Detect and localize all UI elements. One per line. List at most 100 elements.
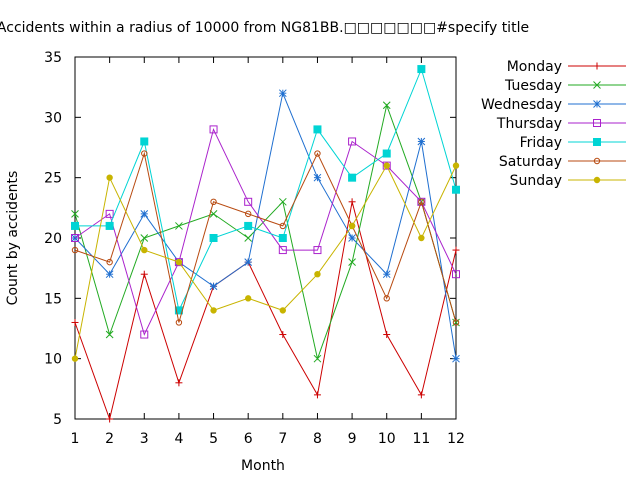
series-layer — [71, 65, 460, 423]
legend-marker-monday — [593, 62, 601, 70]
data-point-monday — [175, 379, 183, 387]
data-point-saturday — [175, 319, 183, 326]
legend-marker-tuesday — [593, 81, 601, 89]
data-point-friday — [348, 173, 357, 182]
data-point-sunday — [348, 222, 356, 230]
series-thursday — [71, 125, 460, 339]
data-point-monday — [71, 318, 79, 326]
data-point-wednesday — [209, 282, 218, 291]
data-point-friday — [313, 125, 322, 134]
data-point-friday — [71, 221, 79, 230]
data-point-thursday — [382, 161, 391, 170]
x-tick-label: 1 — [71, 431, 80, 447]
data-point-sunday — [210, 307, 217, 314]
y-axis-label: Count by accidents — [5, 171, 21, 306]
data-point-sunday — [383, 162, 390, 169]
legend-marker-saturday — [593, 157, 601, 165]
data-point-wednesday — [452, 354, 460, 363]
data-point-friday — [452, 185, 460, 194]
data-point-friday — [382, 149, 391, 158]
data-point-tuesday — [348, 258, 356, 266]
series-sunday — [71, 162, 460, 362]
data-point-monday — [348, 198, 356, 206]
data-point-thursday — [105, 209, 114, 218]
data-point-tuesday — [71, 210, 79, 218]
x-tick-label: 8 — [313, 431, 322, 447]
legend-label: Monday — [507, 59, 562, 75]
data-point-monday — [140, 270, 148, 278]
data-point-thursday — [140, 330, 149, 339]
x-tick-label: 12 — [447, 431, 465, 447]
chart-title: Accidents within a radius of 10000 from … — [0, 20, 529, 36]
data-point-sunday — [71, 355, 79, 362]
data-point-tuesday — [313, 354, 322, 363]
data-point-tuesday — [382, 101, 391, 110]
data-point-sunday — [141, 246, 148, 254]
x-tick-label: 4 — [174, 431, 183, 447]
data-point-saturday — [141, 150, 148, 157]
series-friday — [71, 65, 460, 315]
data-point-monday — [452, 246, 460, 254]
data-point-wednesday — [417, 137, 426, 146]
data-point-wednesday — [278, 89, 287, 98]
data-point-friday — [209, 234, 218, 242]
data-point-saturday — [314, 150, 321, 157]
data-point-tuesday — [105, 330, 114, 339]
legend-item-sunday: Sunday — [510, 173, 626, 189]
data-point-monday — [383, 331, 391, 339]
y-tick-label: 5 — [53, 412, 62, 428]
legend-marker-wednesday — [593, 100, 601, 108]
data-point-thursday — [348, 137, 357, 146]
data-point-saturday — [279, 222, 287, 230]
x-tick-label: 6 — [244, 431, 253, 447]
legend-label: Wednesday — [481, 97, 562, 113]
data-point-wednesday — [105, 270, 114, 279]
x-axis-label: Month — [241, 458, 285, 474]
y-tick-label: 25 — [44, 171, 62, 187]
data-point-wednesday — [244, 258, 253, 266]
data-point-tuesday — [244, 234, 253, 242]
data-point-sunday — [314, 271, 321, 278]
data-point-sunday — [175, 258, 183, 266]
series-line-saturday — [74, 151, 457, 323]
data-point-thursday — [71, 234, 79, 242]
data-point-sunday — [244, 295, 252, 302]
data-point-friday — [105, 221, 114, 230]
data-point-thursday — [278, 246, 287, 255]
data-point-saturday — [106, 258, 113, 266]
data-point-saturday — [210, 198, 217, 206]
y-tick-label: 10 — [44, 352, 62, 368]
data-point-friday — [417, 65, 426, 74]
x-tick-label: 5 — [209, 431, 218, 447]
data-point-saturday — [452, 319, 460, 326]
data-point-thursday — [417, 197, 426, 206]
legend-item-saturday: Saturday — [499, 154, 626, 170]
legend-label: Friday — [520, 135, 562, 151]
data-point-tuesday — [140, 234, 149, 242]
data-point-monday — [417, 391, 425, 399]
data-point-thursday — [244, 197, 253, 206]
data-point-saturday — [418, 198, 425, 206]
x-tick-label: 11 — [412, 431, 430, 447]
data-point-sunday — [106, 174, 113, 181]
series-line-monday — [74, 201, 457, 421]
legend-label: Tuesday — [504, 78, 562, 94]
data-point-wednesday — [348, 234, 356, 242]
series-line-sunday — [74, 164, 457, 359]
data-point-friday — [278, 234, 287, 242]
data-point-monday — [106, 415, 114, 423]
data-point-saturday — [383, 295, 390, 302]
data-point-saturday — [71, 246, 79, 254]
y-tick-label: 30 — [44, 110, 62, 126]
data-point-sunday — [452, 162, 460, 169]
y-tick-label: 20 — [44, 231, 62, 247]
data-point-wednesday — [382, 270, 391, 279]
legend-item-friday: Friday — [520, 135, 626, 151]
data-point-friday — [140, 137, 149, 146]
legend-marker-friday — [593, 138, 601, 146]
data-point-tuesday — [278, 197, 287, 206]
data-point-thursday — [452, 270, 460, 279]
data-point-sunday — [418, 234, 425, 242]
